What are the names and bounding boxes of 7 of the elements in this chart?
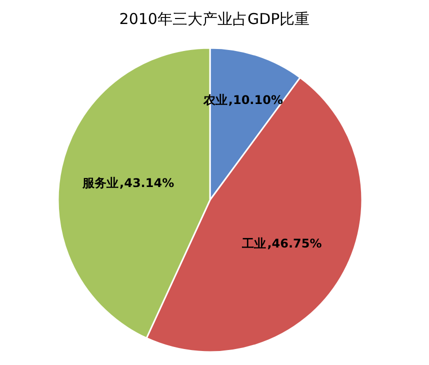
- slice-label: 农业: [202, 92, 228, 107]
- slice-label: 工业: [241, 236, 266, 250]
- data-label: ,46.75%: [267, 236, 322, 250]
- slice-label: 服务业: [82, 176, 119, 190]
- data-label: ,10.10%: [228, 92, 283, 107]
- data-label: ,43.14%: [120, 176, 174, 190]
- chart-title: 2010年三大产业占GDP比重: [119, 10, 310, 28]
